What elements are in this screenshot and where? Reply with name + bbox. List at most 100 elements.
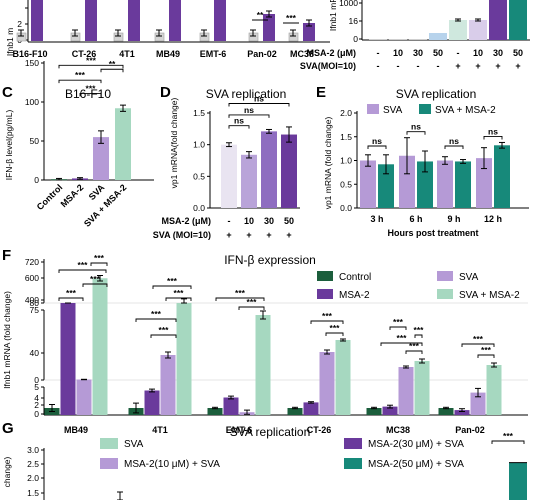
panel-e-sig-label: ns <box>449 136 459 146</box>
panel-f-ytick-label: 75 <box>30 305 40 315</box>
panel-f-ytick-label: 2 <box>34 400 39 410</box>
panel-d-ytick-label: 0.0 <box>193 203 205 213</box>
panel-f-bar <box>223 397 239 415</box>
panel-g-ytick-label: 1.5 <box>27 488 39 498</box>
panel-g-sig-label: *** <box>503 431 514 441</box>
top-right-bars <box>369 0 527 40</box>
panel-c-sig-4-label: *** <box>86 55 97 65</box>
top-right-bar <box>489 0 507 40</box>
panel-f-ytick-label: 80 <box>30 298 40 308</box>
top-sva-value: + <box>475 61 480 71</box>
panel-f-bar <box>486 365 502 415</box>
panel-e-xlabel: Hours post treatment <box>387 228 478 238</box>
panel-d-sig-2-bracket <box>228 114 270 118</box>
panel-g-ylabel: change) <box>2 456 12 487</box>
panel-f-sig-label: *** <box>330 323 341 333</box>
panel-e-xtick-label: 12 h <box>484 214 502 224</box>
top-strip: Ifnb1 m 2 0 ** *** B16-F10 CT-26 4T1 MB4… <box>5 0 530 71</box>
top-xlabel-pan02: Pan-02 <box>247 49 277 59</box>
panel-f-legend-swatch <box>317 271 333 281</box>
panel-d-msa2-value: - <box>228 216 231 226</box>
panel-e-sig-bracket <box>483 136 503 140</box>
top-msa2-label: MSA-2 (μM) <box>307 48 357 58</box>
panel-f-sig-bracket <box>477 354 495 358</box>
panel-f-sig-label: *** <box>235 288 246 298</box>
panel-label-g: G <box>2 420 14 437</box>
top-xlabel-mc38: MC38 <box>290 49 314 59</box>
top-right-bar <box>509 0 527 40</box>
panel-f-sig-label: *** <box>409 341 420 351</box>
panel-f-sig-bracket <box>461 343 495 347</box>
top-msa2-value: 30 <box>413 48 423 58</box>
panel-f-bar <box>287 408 303 415</box>
top-right-bar <box>429 33 447 40</box>
panel-f-bar <box>319 352 335 415</box>
panel-g-legend-swatch <box>100 438 118 449</box>
panel-d-sva-value: + <box>266 230 271 240</box>
top-sig-label-2: *** <box>286 13 297 23</box>
panel-f-legend-label: SVA + MSA-2 <box>459 290 520 301</box>
top-bar-treated <box>128 0 140 41</box>
panel-d-sig-3-label: ns <box>254 94 264 104</box>
panel-g-ytick-label: 3.0 <box>27 445 39 455</box>
panel-f-sig-label: *** <box>90 274 101 284</box>
panel-d-sig-1-bracket <box>228 125 250 129</box>
panel-e-ytick-label: 1.5 <box>340 132 352 142</box>
panel-e-bar <box>437 160 453 208</box>
panel-f-sig-bracket <box>58 269 107 273</box>
top-right-bar <box>469 20 487 40</box>
panel-d-msa2-value: 30 <box>264 216 274 226</box>
panel-label-c: C <box>2 84 13 101</box>
panel-d-bar <box>221 144 237 208</box>
top-bar-treated <box>85 0 97 41</box>
top-xlabel-ct26: CT-26 <box>72 49 97 59</box>
panel-f-bar <box>382 406 398 415</box>
panel-f-sig-label: *** <box>481 345 492 355</box>
top-bar-treated <box>263 14 275 41</box>
panel-f-bar <box>92 278 108 415</box>
panel-f-sig-label: *** <box>473 334 484 344</box>
panel-c-sig-1-bracket <box>100 68 124 73</box>
panel-e-legend-label-sva: SVA <box>383 105 403 116</box>
panel-e-bar <box>399 155 415 208</box>
top-sva-value: - <box>437 61 440 71</box>
panel-f-ytick-label: 40 <box>30 348 40 358</box>
panel-c-sig-3-label: *** <box>75 70 86 80</box>
panel-f-sig-label: *** <box>322 311 333 321</box>
panel-f-xtick-label: MB49 <box>64 425 88 435</box>
panel-f-xtick-label: Pan-02 <box>455 425 485 435</box>
top-right-ytick-1000: 1000 <box>339 0 358 8</box>
panel-f-sig-bracket <box>150 334 177 338</box>
panel-d-sva-label: SVA (MOI=10) <box>153 230 211 240</box>
panel-e-sig-label: ns <box>372 136 382 146</box>
top-xlabel-b16f10: B16-F10 <box>12 49 47 59</box>
panel-d-sig-2-label: ns <box>244 105 254 115</box>
panel-e-sig-label: ns <box>411 122 421 132</box>
panel-g-legend-swatch <box>344 458 362 469</box>
panel-g-title: SVA replication <box>230 425 311 439</box>
panel-f-ytick-label: 0 <box>34 409 39 419</box>
panel-g-ytick-label: 2.5 <box>27 459 39 469</box>
top-right-conditions: - - 10 - 30 - 50 - - +10 +30 +50 + <box>377 48 524 71</box>
panel-f-xtick-label: CT-26 <box>307 425 332 435</box>
panel-e-legend-swatch-sva-msa2 <box>419 104 431 114</box>
panel-d-ytick-label: 1.5 <box>193 108 205 118</box>
panel-c-ylabel: IFN-β level(pg/mL) <box>4 110 14 181</box>
top-right-bar <box>389 39 407 40</box>
panel-f-legend-swatch <box>317 289 333 299</box>
panel-f-sig-bracket <box>325 332 344 336</box>
panel-f-sig-label: *** <box>66 288 77 298</box>
panel-g-legend-swatch <box>344 438 362 449</box>
panel-g-bar <box>509 462 527 500</box>
panel-f-sig-bracket <box>238 306 265 310</box>
panel-f-ytick-label: 0 <box>34 375 39 385</box>
top-msa2-value: - <box>457 48 460 58</box>
panel-f-bar <box>398 367 414 415</box>
panel-f-bar <box>76 379 92 415</box>
top-msa2-value: - <box>377 48 380 58</box>
top-left-bars <box>16 0 315 42</box>
panel-f-title: IFN-β expression <box>224 253 316 267</box>
top-msa2-value: 10 <box>473 48 483 58</box>
panel-f-bar <box>176 303 192 415</box>
